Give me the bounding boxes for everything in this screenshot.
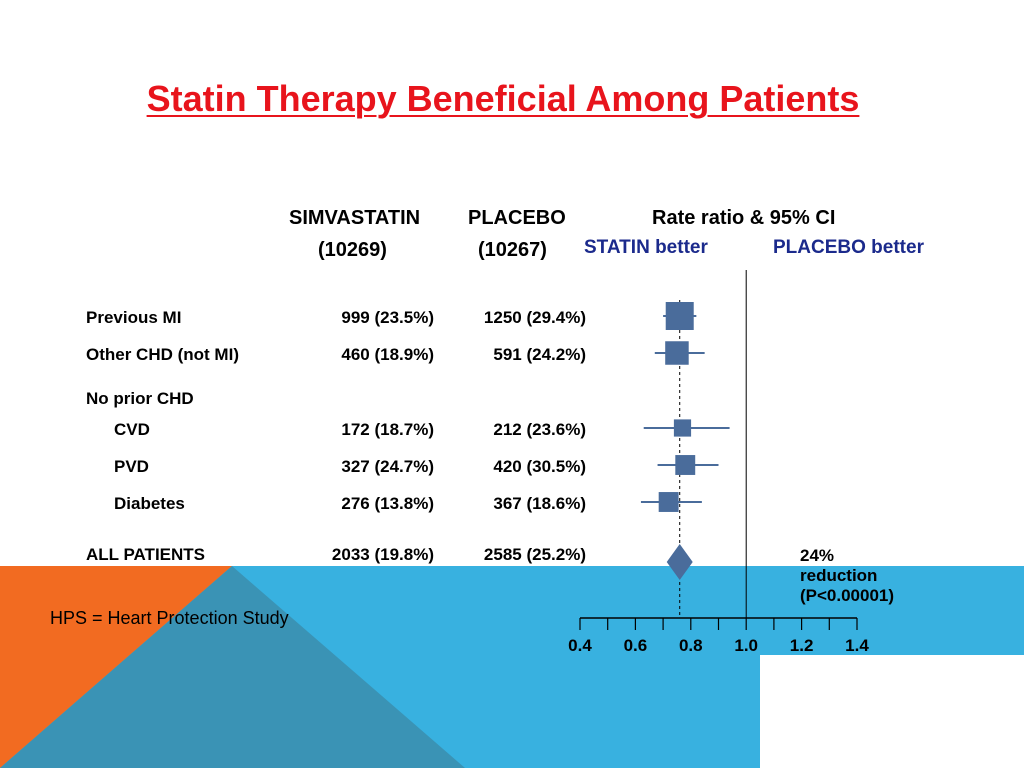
row-label-diabetes: Diabetes (114, 494, 185, 513)
placebo-value-previous-mi: 1250 (29.4%) (483, 308, 586, 327)
x-tick-label: 0.4 (568, 636, 592, 655)
diamond-all-patients (666, 544, 693, 580)
summary-p-value: (P<0.00001) (800, 586, 895, 605)
simva-value-pvd: 327 (24.7%) (341, 457, 434, 476)
summary-annotation: 24% reduction (P<0.00001) (800, 546, 940, 606)
point-other-chd-not-mi (665, 341, 689, 365)
x-tick-label: 0.8 (678, 636, 703, 655)
row-label-all-patients: ALL PATIENTS (86, 545, 205, 564)
x-tick-label: 0.6 (623, 636, 648, 655)
placebo-value-all-patients: 2585 (25.2%) (483, 545, 586, 564)
placebo-value-pvd: 420 (30.5%) (493, 457, 586, 476)
simva-value-cvd: 172 (18.7%) (341, 420, 434, 439)
simva-value-previous-mi: 999 (23.5%) (341, 308, 434, 327)
simvastatin-header: SIMVASTATIN (289, 207, 421, 229)
placebo-n: (10267) (478, 239, 547, 261)
x-tick-label: 1.2 (789, 636, 814, 655)
white-block (760, 655, 1024, 768)
placebo-better-label: PLACEBO better (773, 237, 924, 258)
point-previous-mi (665, 302, 694, 330)
placebo-value-cvd: 212 (23.6%) (493, 420, 586, 439)
simva-value-diabetes: 276 (13.8%) (341, 494, 434, 513)
x-tick-label: 1.4 (845, 636, 869, 655)
summary-percent: 24% (800, 546, 835, 565)
simvastatin-n: (10269) (318, 239, 387, 261)
ci-header: Rate ratio & 95% CI (652, 207, 836, 229)
placebo-value-other-chd: 591 (24.2%) (493, 345, 586, 364)
shaded-triangle (0, 566, 465, 768)
statin-better-label: STATIN better (584, 237, 708, 258)
simva-value-all-patients: 2033 (19.8%) (331, 545, 434, 564)
point-pvd (675, 455, 696, 475)
slide-title: Statin Therapy Beneficial Among Patients (146, 78, 860, 119)
row-label-no-prior-chd: No prior CHD (86, 389, 194, 408)
summary-reduction: reduction (800, 566, 878, 585)
point-diabetes (658, 492, 679, 512)
row-label-other-chd: Other CHD (not MI) (86, 345, 239, 364)
placebo-header: PLACEBO (468, 207, 566, 229)
x-tick-label: 1.0 (734, 636, 758, 655)
placebo-value-diabetes: 367 (18.6%) (493, 494, 586, 513)
footnote: HPS = Heart Protection Study (50, 608, 289, 628)
point-cvd (673, 419, 692, 437)
simva-value-other-chd: 460 (18.9%) (341, 345, 434, 364)
row-label-pvd: PVD (114, 457, 149, 476)
row-label-previous-mi: Previous MI (86, 308, 182, 327)
row-label-cvd: CVD (114, 420, 150, 439)
